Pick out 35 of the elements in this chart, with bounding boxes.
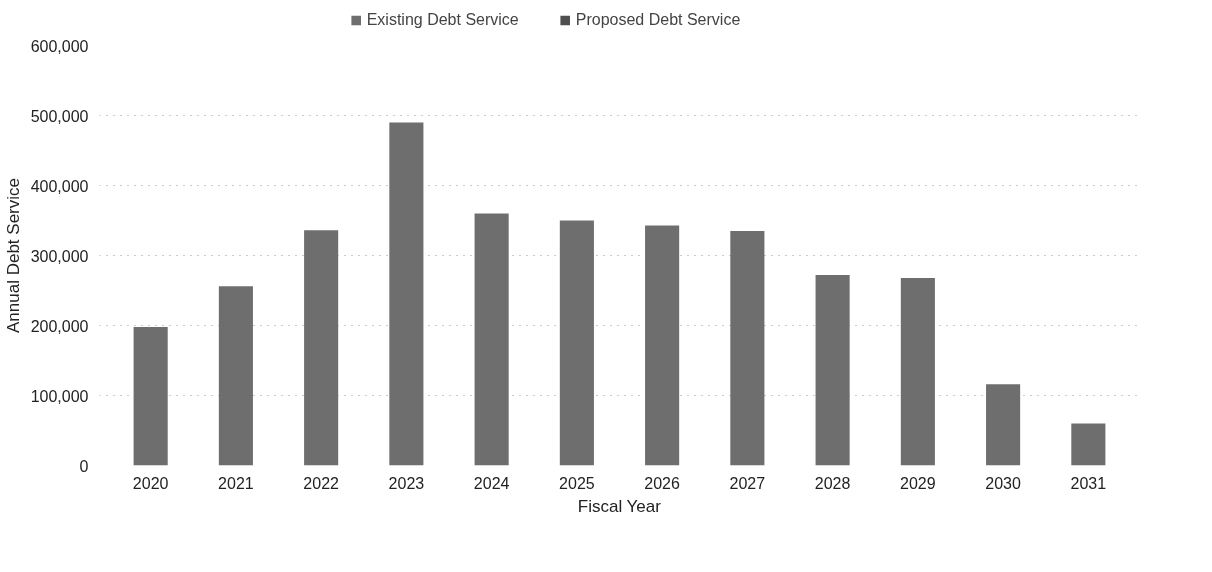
x-tick-label: 2021 [218, 474, 254, 492]
legend-label: Existing Debt Service [366, 11, 519, 29]
y-tick-label: 300,000 [30, 247, 89, 265]
x-tick-label: 2020 [132, 474, 169, 492]
bar [900, 277, 935, 466]
y-tick-label: 100,000 [30, 387, 89, 405]
x-tick-label: 2027 [729, 474, 766, 492]
x-tick-label: 2026 [644, 474, 681, 492]
bar [474, 213, 509, 466]
y-tick-label: 400,000 [30, 177, 89, 195]
x-tick-label: 2022 [303, 474, 340, 492]
y-tick-label: 500,000 [30, 107, 89, 125]
legend-label: Proposed Debt Service [575, 11, 741, 29]
x-axis-title: Fiscal Year [577, 496, 662, 516]
bar [133, 326, 168, 466]
y-tick-label: 600,000 [30, 37, 89, 55]
y-axis-title: Annual Debt Service [3, 178, 23, 333]
x-tick-label: 2023 [388, 474, 425, 492]
x-tick-label: 2025 [559, 474, 595, 492]
bar [645, 225, 680, 466]
bar [218, 286, 253, 466]
x-tick-label: 2029 [900, 474, 936, 492]
bar [389, 122, 424, 466]
bar [559, 220, 594, 466]
bar [1071, 423, 1106, 466]
bar [815, 275, 850, 466]
bar [730, 231, 765, 466]
x-tick-label: 2031 [1070, 474, 1107, 492]
bar [986, 384, 1021, 466]
y-tick-label: 0 [79, 457, 89, 475]
x-tick-label: 2024 [473, 474, 510, 492]
y-tick-label: 200,000 [30, 317, 89, 335]
x-tick-label: 2028 [814, 474, 851, 492]
bar [304, 230, 339, 466]
x-tick-label: 2030 [985, 474, 1022, 492]
